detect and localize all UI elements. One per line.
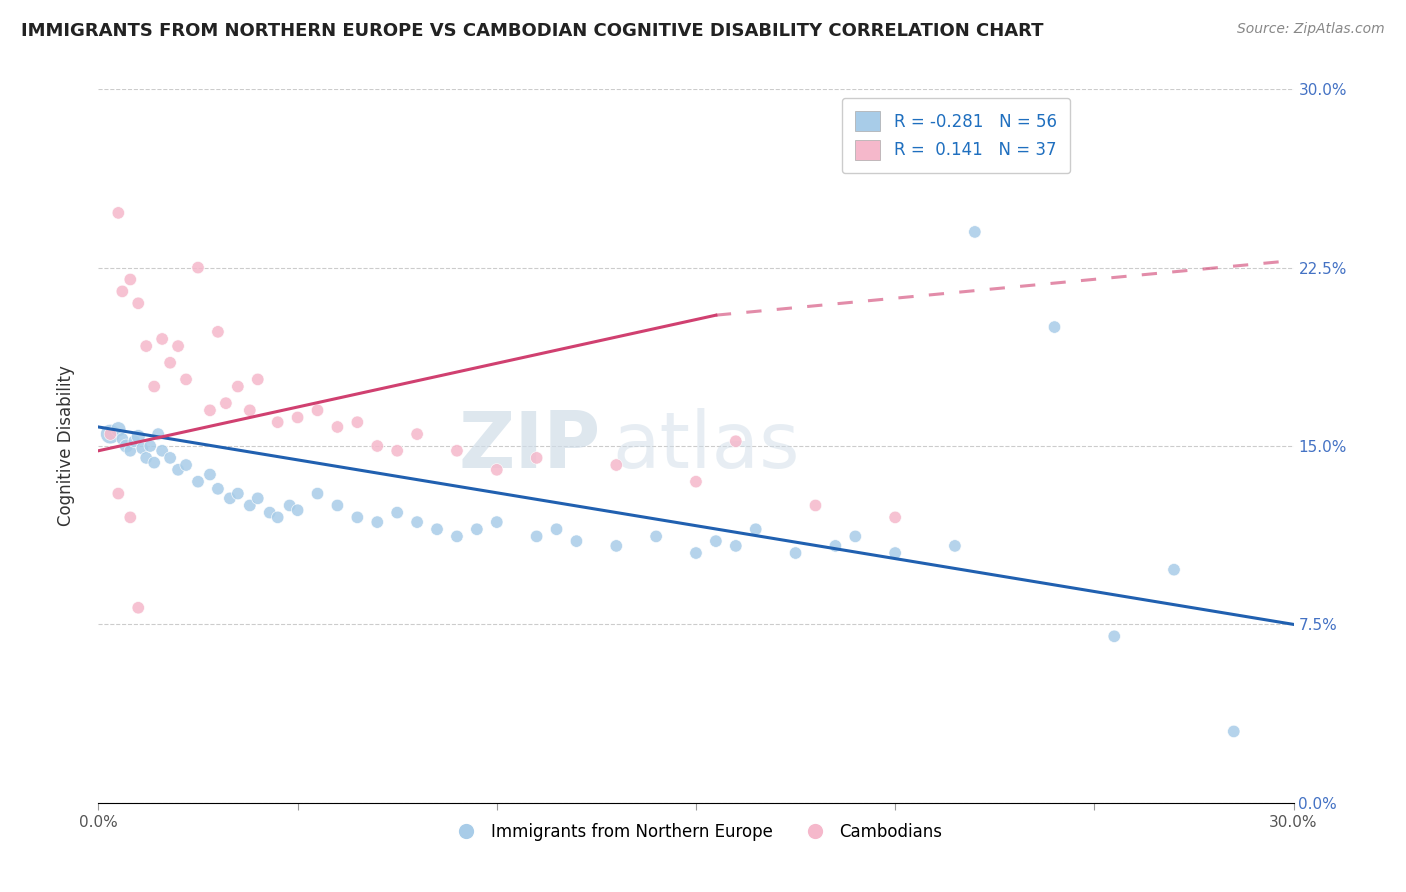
Point [446,443,468,458]
Point [824,539,846,553]
Point [1043,320,1066,334]
Point [198,467,221,482]
Point [159,356,181,370]
Point [115,439,138,453]
Point [385,443,409,458]
Point [239,499,262,513]
Point [385,506,409,520]
Point [174,458,197,472]
Point [215,396,238,410]
Point [1223,724,1246,739]
Point [167,339,190,353]
Point [943,539,966,553]
Text: IMMIGRANTS FROM NORTHERN EUROPE VS CAMBODIAN COGNITIVE DISABILITY CORRELATION CH: IMMIGRANTS FROM NORTHERN EUROPE VS CAMBO… [21,22,1043,40]
Point [226,379,249,393]
Point [546,522,568,536]
Point [124,434,146,449]
Point [150,332,173,346]
Point [143,379,166,393]
Point [143,456,166,470]
Point [135,339,157,353]
Point [267,510,290,524]
Point [98,427,122,442]
Point [406,515,429,529]
Point [167,463,190,477]
Point [127,600,149,615]
Point [745,522,768,536]
Point [1104,629,1126,643]
Point [111,285,134,299]
Point [346,415,368,429]
Point [287,410,309,425]
Point [174,372,197,386]
Point [198,403,221,417]
Point [406,427,429,442]
Text: Source: ZipAtlas.com: Source: ZipAtlas.com [1237,22,1385,37]
Point [685,475,707,489]
Point [150,443,173,458]
Point [724,434,747,449]
Point [1163,563,1185,577]
Point [605,458,627,472]
Point [187,260,209,275]
Point [207,325,229,339]
Point [148,427,170,442]
Point [804,499,827,513]
Point [307,486,329,500]
Point [366,515,388,529]
Text: atlas: atlas [613,408,800,484]
Point [278,499,301,513]
Point [219,491,242,506]
Point [107,486,129,500]
Point [259,506,281,520]
Point [605,539,627,553]
Point [844,529,866,543]
Point [135,450,157,465]
Point [346,510,368,524]
Point [565,534,588,549]
Point [526,450,548,465]
Point [267,415,290,429]
Point [884,546,907,560]
Point [426,522,449,536]
Point [111,432,134,446]
Point [107,422,129,436]
Point [139,439,162,453]
Point [120,272,142,286]
Point [326,420,349,434]
Point [239,403,262,417]
Legend: Immigrants from Northern Europe, Cambodians: Immigrants from Northern Europe, Cambodi… [443,817,949,848]
Y-axis label: Cognitive Disability: Cognitive Disability [56,366,75,526]
Point [226,486,249,500]
Point [724,539,747,553]
Point [446,529,468,543]
Point [246,372,269,386]
Point [120,443,142,458]
Point [98,427,122,442]
Point [307,403,329,417]
Point [127,296,149,310]
Point [326,499,349,513]
Point [120,510,142,524]
Point [785,546,807,560]
Point [287,503,309,517]
Point [131,442,153,456]
Point [485,463,508,477]
Point [963,225,986,239]
Point [187,475,209,489]
Point [107,206,129,220]
Point [704,534,727,549]
Point [159,450,181,465]
Point [485,515,508,529]
Point [645,529,668,543]
Point [465,522,488,536]
Point [207,482,229,496]
Point [127,429,149,443]
Point [246,491,269,506]
Text: ZIP: ZIP [458,408,600,484]
Point [884,510,907,524]
Point [526,529,548,543]
Point [366,439,388,453]
Point [685,546,707,560]
